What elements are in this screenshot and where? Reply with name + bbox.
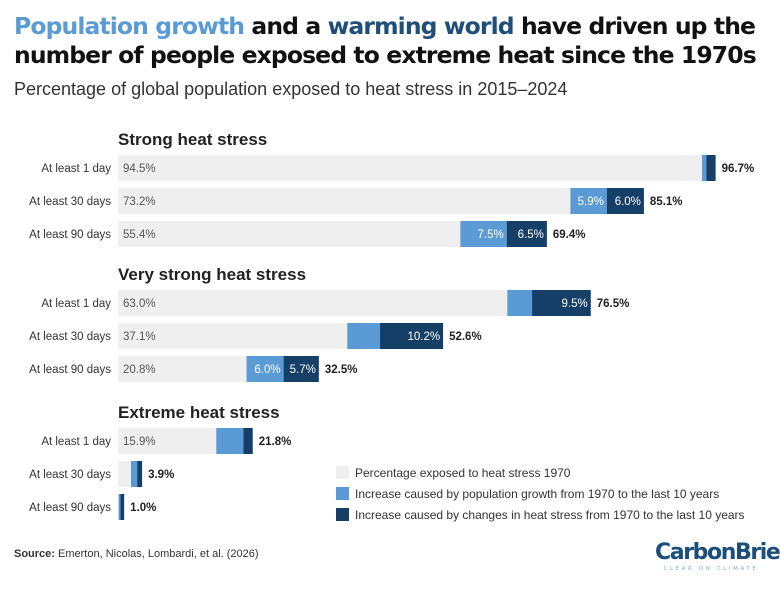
title-highlight-population: Population growth <box>14 12 245 40</box>
base-value-label: 15.9% <box>123 436 156 448</box>
legend-item-base: Percentage exposed to heat stress 1970 <box>336 462 776 483</box>
bar-segment-heat <box>137 461 143 487</box>
base-value-label: 55.4% <box>123 229 156 241</box>
source-text: Emerton, Nicolas, Lombardi, et al. (2026… <box>54 548 259 560</box>
row-label: At least 1 day <box>41 298 111 310</box>
title-highlight-warming: warming world <box>327 12 515 40</box>
bar-segment-base <box>118 221 461 247</box>
row-label: At least 90 days <box>29 229 111 241</box>
legend-swatch-heat <box>336 508 349 521</box>
bar-segment-population <box>246 356 284 382</box>
bar-segment-heat <box>243 428 253 454</box>
source-label: Source: <box>14 548 55 560</box>
total-value-label: 69.4% <box>553 229 586 241</box>
group-title: Extreme heat stress <box>118 403 280 422</box>
bar-segment-base <box>118 461 131 487</box>
chart-subtitle: Percentage of global population exposed … <box>14 79 568 99</box>
chart-title: Population growth and a warming world ha… <box>14 12 774 70</box>
total-value-label: 3.9% <box>148 469 174 481</box>
bar-segment-base <box>118 494 119 520</box>
population-value-label: 7.5% <box>478 229 504 241</box>
total-value-label: 76.5% <box>597 298 630 310</box>
row-label: At least 30 days <box>29 469 111 481</box>
row-label: At least 90 days <box>29 502 111 514</box>
base-value-label: 37.1% <box>123 331 156 343</box>
bar-segment-heat <box>380 323 444 349</box>
bar-segment-population <box>216 428 244 454</box>
title-text-connector: and a <box>244 12 328 40</box>
total-value-label: 32.5% <box>325 364 358 376</box>
title-text-rest: have driven up the number of people expo… <box>14 12 757 69</box>
carbon-brief-logo: CarbonBrief CLEAR ON CLIMATE <box>655 540 780 573</box>
bar-segment-heat <box>283 356 319 382</box>
bar-segment-base <box>118 290 508 316</box>
total-value-label: 85.1% <box>650 196 683 208</box>
legend-swatch-base <box>336 466 349 479</box>
bar-segment-population <box>507 290 533 316</box>
heat-value-label: 10.2% <box>407 331 440 343</box>
total-value-label: 52.6% <box>449 331 482 343</box>
total-value-label: 21.8% <box>259 436 292 448</box>
logo-wordmark: CarbonBrief <box>655 540 780 565</box>
legend-item-heat: Increase caused by changes in heat stres… <box>336 504 776 525</box>
legend-item-population: Increase caused by population growth fro… <box>336 483 776 504</box>
base-value-label: 63.0% <box>123 298 156 310</box>
heat-value-label: 5.7% <box>290 364 316 376</box>
bar-segment-population <box>570 188 607 214</box>
bar-segment-heat <box>532 290 591 316</box>
bar-segment-population <box>460 221 507 247</box>
bar-segment-heat <box>706 155 716 181</box>
bar-segment-population <box>130 461 138 487</box>
row-label: At least 1 day <box>41 436 111 448</box>
population-value-label: 6.0% <box>254 364 280 376</box>
total-value-label: 96.7% <box>722 163 755 175</box>
bar-segment-population <box>702 155 707 181</box>
population-value-label: 5.9% <box>578 196 604 208</box>
group-title: Strong heat stress <box>118 130 267 149</box>
bar-segment-base <box>118 188 571 214</box>
row-label: At least 90 days <box>29 364 111 376</box>
bar-segment-heat <box>506 221 547 247</box>
bar-segment-heat <box>120 494 125 520</box>
row-label: At least 30 days <box>29 196 111 208</box>
bar-segment-base <box>118 323 348 349</box>
base-value-label: 73.2% <box>123 196 156 208</box>
row-label: At least 1 day <box>41 163 111 175</box>
legend-label-heat: Increase caused by changes in heat stres… <box>355 507 745 522</box>
bar-segment-base <box>118 356 247 382</box>
legend-label-base: Percentage exposed to heat stress 1970 <box>355 465 571 480</box>
base-value-label: 20.8% <box>123 364 156 376</box>
group-title: Very strong heat stress <box>118 265 306 284</box>
total-value-label: 1.0% <box>130 502 156 514</box>
heat-value-label: 9.5% <box>562 298 588 310</box>
bar-segment-heat <box>606 188 644 214</box>
row-label: At least 30 days <box>29 331 111 343</box>
legend-swatch-population <box>336 487 349 500</box>
heat-value-label: 6.5% <box>518 229 544 241</box>
source-note: Source: Emerton, Nicolas, Lombardi, et a… <box>14 548 259 560</box>
heat-value-label: 6.0% <box>615 196 641 208</box>
legend-label-population: Increase caused by population growth fro… <box>355 486 720 501</box>
bar-segment-base <box>118 155 703 181</box>
bar-segment-population <box>347 323 381 349</box>
base-value-label: 94.5% <box>123 163 156 175</box>
bar-segment-base <box>118 428 217 454</box>
legend: Percentage exposed to heat stress 1970 I… <box>336 462 776 525</box>
bar-segment-population <box>118 494 121 520</box>
stacked-bar-chart: Strong heat stress At least 1 day 94.5% 96.… <box>29 130 755 520</box>
logo-tagline: CLEAR ON CLIMATE <box>663 566 759 572</box>
